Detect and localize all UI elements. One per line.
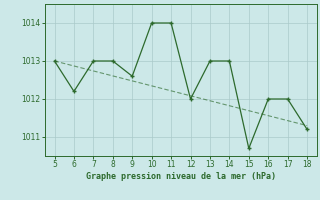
X-axis label: Graphe pression niveau de la mer (hPa): Graphe pression niveau de la mer (hPa) bbox=[86, 172, 276, 181]
